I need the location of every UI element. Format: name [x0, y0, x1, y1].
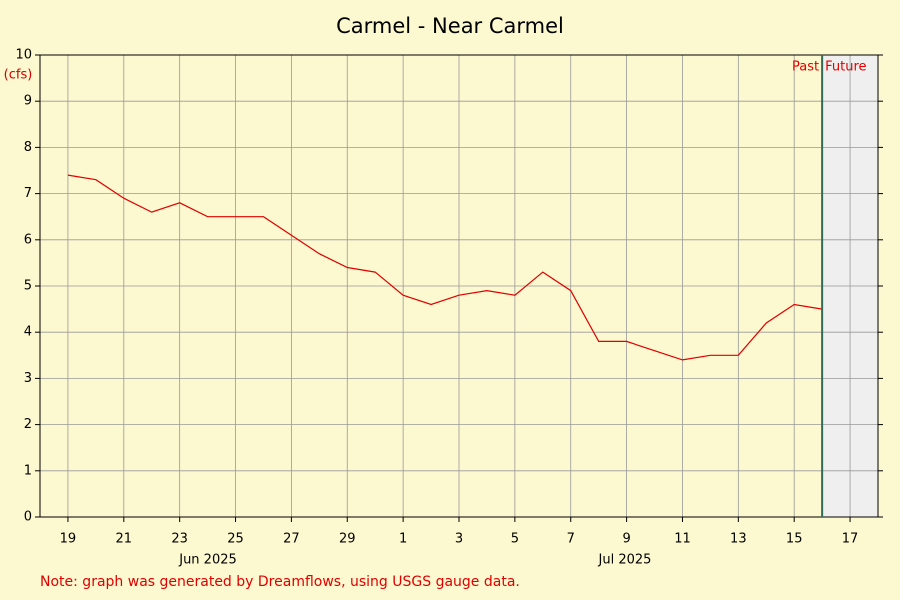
- x-tick-label: 15: [786, 532, 803, 547]
- x-tick-label: 7: [567, 532, 575, 547]
- y-tick-label: 2: [24, 417, 32, 432]
- flow-line: [67, 174, 823, 361]
- month-label: Jun 2025: [178, 553, 237, 568]
- x-tick-label: 3: [455, 532, 463, 547]
- x-tick-label: 17: [842, 532, 859, 547]
- plot-frame: [39, 54, 879, 518]
- x-tick-label: 23: [171, 532, 188, 547]
- y-tick-label: 8: [24, 140, 32, 155]
- y-tick-label: 3: [24, 371, 32, 386]
- future-label: Future: [825, 60, 866, 75]
- x-tick-label: 25: [227, 532, 244, 547]
- x-tick-label: 1: [399, 532, 407, 547]
- x-tick-label: 9: [622, 532, 630, 547]
- note: Note: graph was generated by Dreamflows,…: [40, 574, 520, 590]
- chart-title: Carmel - Near Carmel: [336, 14, 564, 38]
- month-label: Jul 2025: [598, 553, 652, 568]
- x-tick-label: 19: [60, 532, 77, 547]
- x-tick-label: 11: [674, 532, 691, 547]
- y-tick-label: 1: [24, 463, 32, 478]
- x-tick-label: 27: [283, 532, 300, 547]
- x-tick-label: 21: [116, 532, 133, 547]
- y-axis-label: (cfs): [4, 68, 33, 83]
- y-tick-label: 10: [15, 48, 32, 63]
- y-tick-label: 4: [24, 325, 32, 340]
- x-tick-label: 5: [511, 532, 519, 547]
- y-tick-label: 5: [24, 279, 32, 294]
- y-tick-label: 7: [24, 186, 32, 201]
- y-tick-label: 6: [24, 232, 32, 247]
- x-tick-label: 29: [339, 532, 356, 547]
- y-tick-label: 0: [24, 510, 32, 525]
- y-tick-label: 9: [24, 94, 32, 109]
- x-tick-label: 13: [730, 532, 747, 547]
- past-label: Past: [792, 60, 819, 75]
